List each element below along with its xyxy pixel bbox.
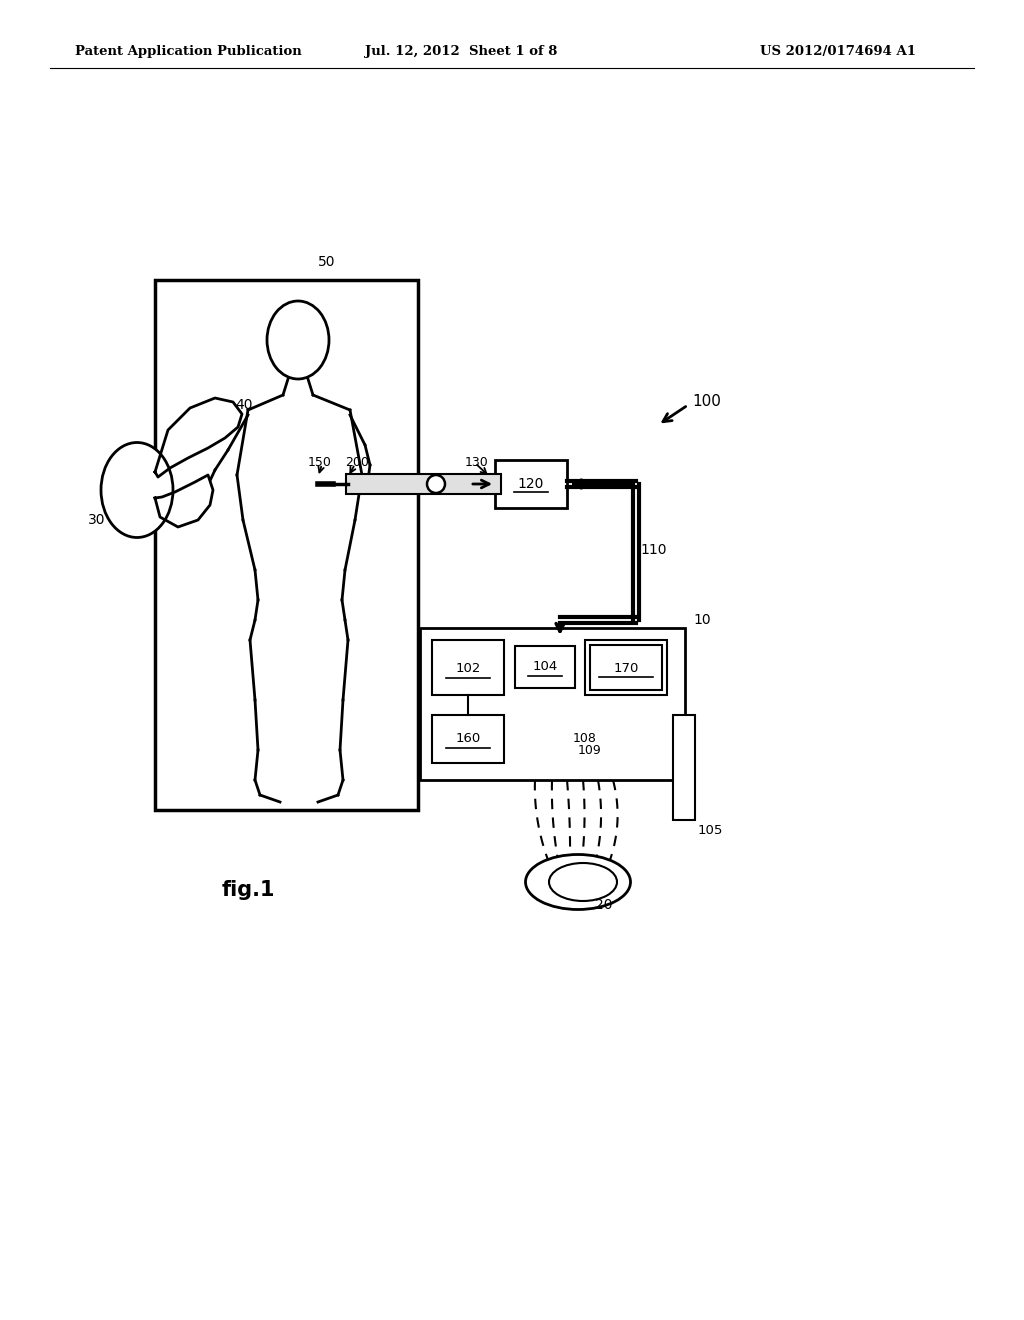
Bar <box>673 715 695 820</box>
Text: 120: 120 <box>518 477 544 491</box>
Text: 170: 170 <box>613 661 639 675</box>
Polygon shape <box>155 399 242 477</box>
Text: 10: 10 <box>693 612 711 627</box>
Text: 109: 109 <box>578 744 602 758</box>
Bar <box>432 640 504 696</box>
Bar <box>420 628 685 780</box>
Text: Jul. 12, 2012  Sheet 1 of 8: Jul. 12, 2012 Sheet 1 of 8 <box>365 45 557 58</box>
Text: 150: 150 <box>308 457 332 470</box>
Text: 102: 102 <box>456 661 480 675</box>
Text: 110: 110 <box>640 543 667 557</box>
Text: 130: 130 <box>465 455 488 469</box>
Bar <box>590 645 662 690</box>
Circle shape <box>427 475 445 492</box>
Bar <box>432 715 504 763</box>
Text: 108: 108 <box>573 731 597 744</box>
Text: US 2012/0174694 A1: US 2012/0174694 A1 <box>760 45 916 58</box>
Text: 20: 20 <box>595 898 612 912</box>
Bar <box>585 640 667 696</box>
Bar <box>346 474 501 494</box>
Ellipse shape <box>101 442 173 537</box>
Ellipse shape <box>549 863 617 902</box>
Text: 105: 105 <box>698 824 723 837</box>
Ellipse shape <box>267 301 329 379</box>
Text: 30: 30 <box>88 513 105 527</box>
Text: 104: 104 <box>532 660 558 673</box>
Text: 160: 160 <box>456 733 480 746</box>
Ellipse shape <box>525 854 631 909</box>
Polygon shape <box>155 475 213 527</box>
Text: 50: 50 <box>318 255 336 269</box>
Text: 40: 40 <box>234 399 253 412</box>
Text: 200: 200 <box>345 457 369 470</box>
Text: Patent Application Publication: Patent Application Publication <box>75 45 302 58</box>
Text: 100: 100 <box>692 395 721 409</box>
Bar <box>155 280 418 810</box>
Bar <box>495 459 567 508</box>
Text: fig.1: fig.1 <box>221 880 274 900</box>
Bar <box>515 645 575 688</box>
